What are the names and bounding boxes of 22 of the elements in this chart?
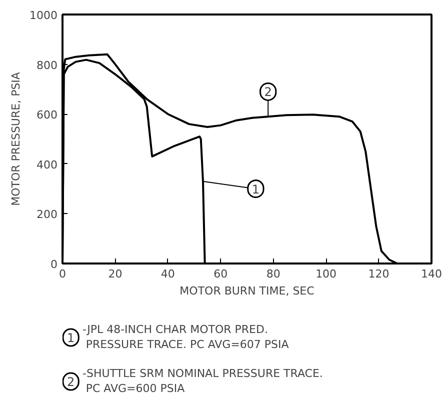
x-axis-title: MOTOR BURN TIME, SEC (180, 284, 315, 298)
y-tick-label: 800 (36, 58, 58, 72)
x-tick-label: 80 (266, 268, 280, 280)
x-tick-label: 60 (214, 268, 228, 280)
text: 1 (67, 331, 75, 345)
x-tick-label: 140 (421, 268, 442, 280)
x-tick-label: 40 (160, 268, 175, 280)
legend-label: 1 (252, 182, 260, 196)
y-tick-label: 200 (36, 208, 58, 222)
x-tick-label: 20 (108, 268, 122, 280)
x-tick-label: 120 (368, 268, 390, 280)
x-tick-label: 100 (316, 268, 337, 280)
y-tick-label: 0 (50, 258, 58, 271)
text: 2 (67, 375, 75, 389)
y-tick-label: 1000 (30, 9, 58, 22)
y-axis-title: MOTOR PRESSURE, PSIA (10, 72, 23, 206)
y-tick-label: 400 (36, 158, 58, 172)
y-tick-label: 600 (36, 108, 58, 122)
series-label: 2 (264, 85, 272, 100)
text: -SHUTTLE SRM NOMINAL PRESSURE TRACE. PC AVG=600 PSIA (82, 367, 323, 395)
x-tick-label: 0 (59, 268, 66, 280)
text: -JPL 48-INCH CHAR MOTOR PRED. PRESSURE TRACE. PC AVG=607 PSIA (82, 323, 290, 351)
